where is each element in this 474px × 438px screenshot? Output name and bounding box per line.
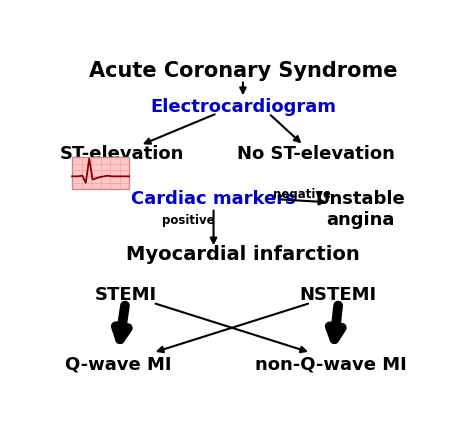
FancyBboxPatch shape xyxy=(72,157,129,189)
Text: positive: positive xyxy=(162,214,214,227)
Text: Electrocardiogram: Electrocardiogram xyxy=(150,98,336,116)
Text: Acute Coronary Syndrome: Acute Coronary Syndrome xyxy=(89,61,397,81)
Text: non-Q-wave MI: non-Q-wave MI xyxy=(255,356,407,374)
Text: Cardiac markers: Cardiac markers xyxy=(131,190,296,208)
Text: Q-wave MI: Q-wave MI xyxy=(65,356,171,374)
Text: ST-elevation: ST-elevation xyxy=(60,145,184,163)
Text: STEMI: STEMI xyxy=(94,286,156,304)
Text: negative: negative xyxy=(273,188,331,201)
Text: Myocardial infarction: Myocardial infarction xyxy=(126,245,360,265)
Text: NSTEMI: NSTEMI xyxy=(300,286,377,304)
Text: No ST-elevation: No ST-elevation xyxy=(237,145,395,163)
Text: Unstable
angina: Unstable angina xyxy=(316,190,405,229)
